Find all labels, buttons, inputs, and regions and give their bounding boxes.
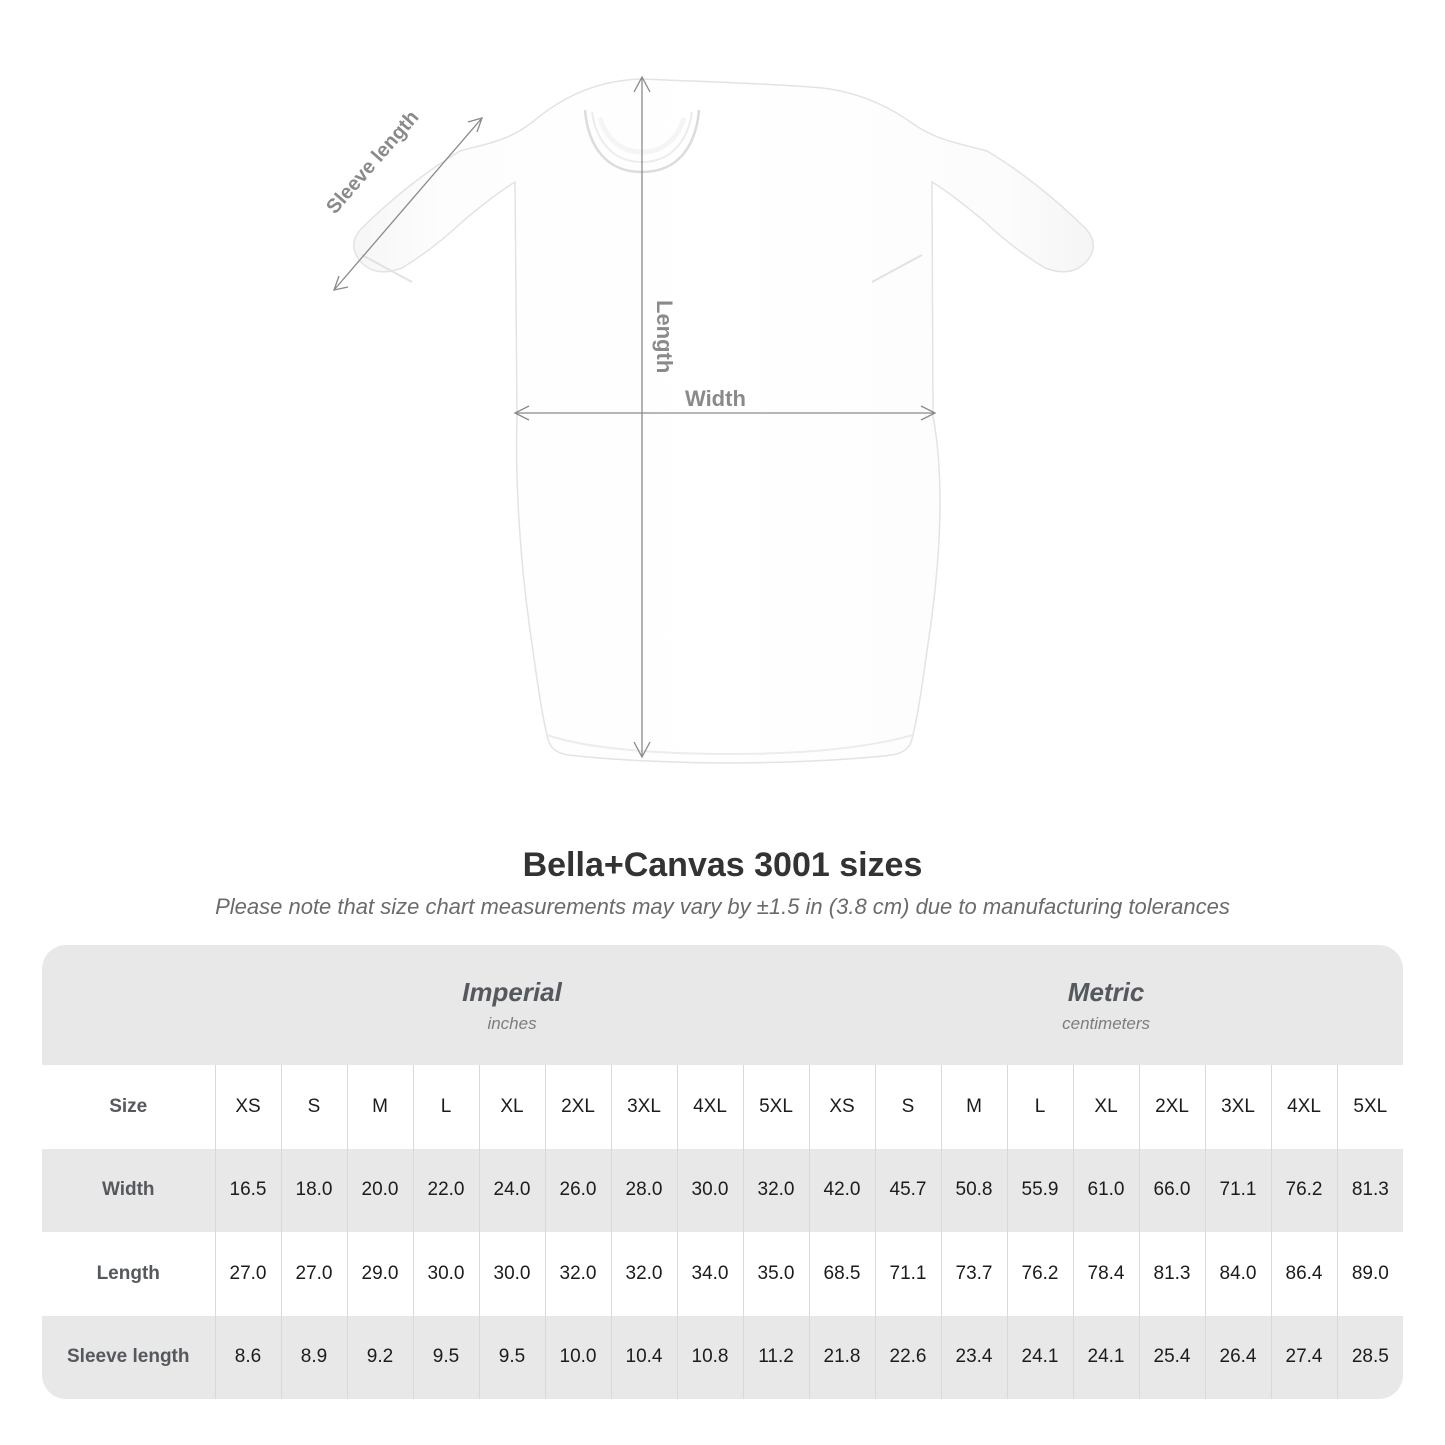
svg-text:Width: Width	[685, 386, 746, 411]
svg-text:Length: Length	[652, 300, 677, 373]
